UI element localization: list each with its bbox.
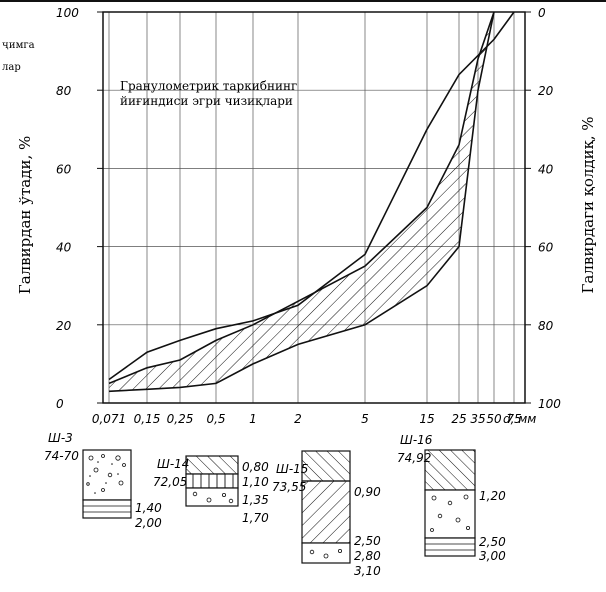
series-line-3 — [108, 11, 495, 393]
depth-label: 2,50 — [479, 535, 506, 549]
series-line-1 — [108, 11, 515, 381]
left-note-2: лар — [2, 62, 21, 73]
x-tick-label: 0,15 — [134, 412, 161, 426]
y-tick-label: 80 — [56, 84, 72, 98]
x-tick-label: 0,071 — [92, 412, 126, 426]
depth-label: 1,35 — [242, 493, 269, 507]
borehole-sh15: Ш-15 73,55 0,90 2,50 2,80 3,10 — [272, 450, 381, 578]
y-tick-labels-right: 100 80 60 40 20 0 — [538, 6, 561, 411]
y-tick-label: 60 — [56, 162, 72, 176]
depth-label: 1,70 — [242, 511, 269, 525]
x-tick-label: 0,25 — [167, 412, 194, 426]
borehole-elevation: 73,55 — [272, 480, 306, 494]
borehole-elevation: 74-70 — [44, 449, 79, 463]
y-tick-label: 20 — [56, 319, 72, 333]
x-tick-label: 0,5 — [206, 412, 225, 426]
depth-label: 1,10 — [242, 475, 269, 489]
y-tick-label: 40 — [56, 241, 72, 255]
depth-label: 3,00 — [479, 549, 506, 563]
hatched-band — [109, 12, 494, 392]
y-axis-title-right: Галвирдаги қолдиқ, % — [579, 116, 597, 293]
x-tick-label: 1 — [249, 412, 257, 426]
borehole-name: Ш-16 — [400, 433, 433, 447]
x-tick-label: 75 — [506, 412, 521, 426]
depth-label: 3,10 — [354, 564, 381, 578]
plot-grid — [97, 11, 531, 404]
y-right-tick-label: 20 — [538, 84, 554, 98]
x-tick-label: 2 — [294, 412, 302, 426]
x-tick-label: 25 — [451, 412, 466, 426]
y-right-tick-label: 100 — [538, 397, 561, 411]
depth-label: 2,80 — [354, 549, 381, 563]
y-right-tick-label: 0 — [538, 6, 546, 20]
depth-label: 2,00 — [135, 516, 162, 530]
x-tick-label: 50 — [486, 412, 502, 426]
y-right-tick-label: 60 — [538, 241, 554, 255]
series-layer — [108, 11, 515, 393]
left-note-1: ҷимга — [2, 40, 35, 51]
series-line-2 — [108, 11, 495, 385]
x-tick-labels: 0,071 0,15 0,25 0,5 1 2 5 15 25 35 50 75 — [92, 412, 522, 426]
depth-label: 0,80 — [242, 460, 269, 474]
y-tick-labels-left: 0 20 40 60 80 100 — [56, 6, 79, 411]
borehole-name: Ш-14 — [157, 457, 189, 471]
chart-title-line-2: йиғиндиси эгри чизиқлари — [120, 94, 293, 108]
depth-label: 1,40 — [135, 501, 162, 515]
borehole-sh14: Ш-14 72,05 0,80 1,10 1,35 1,70 — [153, 455, 269, 525]
chart-title-line-1: Гранулометрик таркибнинг — [120, 79, 297, 93]
borehole-name: Ш-15 — [276, 462, 308, 476]
borehole-sh16: Ш-16 74,92 1,20 2,50 3,00 — [397, 433, 506, 563]
y-right-tick-label: 40 — [538, 162, 554, 176]
depth-label: 0,90 — [354, 485, 381, 499]
y-right-tick-label: 80 — [538, 319, 554, 333]
borehole-sh3: Ш-3 74-70 1,40 2,00 — [44, 431, 162, 530]
borehole-elevation: 72,05 — [153, 475, 187, 489]
plot-frame — [102, 11, 526, 404]
y-axis-title-left: Галвирдан ўтади, % — [16, 136, 34, 294]
borehole-elevation: 74,92 — [397, 451, 431, 465]
x-unit-label: d, мм — [503, 412, 536, 426]
y-tick-label: 0 — [56, 397, 64, 411]
y-tick-label: 100 — [56, 6, 79, 20]
x-tick-label: 5 — [361, 412, 369, 426]
depth-label: 1,20 — [479, 489, 506, 503]
borehole-name: Ш-3 — [48, 431, 73, 445]
x-tick-label: 35 — [470, 412, 485, 426]
depth-label: 2,50 — [354, 534, 381, 548]
x-tick-label: 15 — [419, 412, 434, 426]
